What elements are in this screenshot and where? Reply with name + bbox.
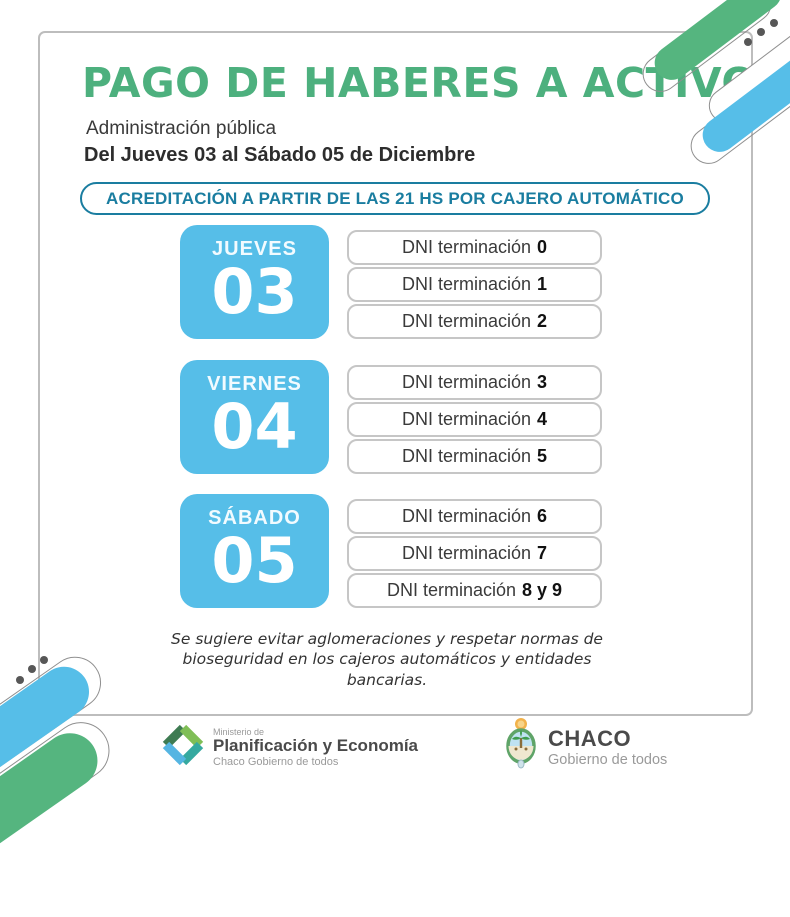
dni-row: DNI terminación 8 y 9: [347, 573, 602, 608]
province-name: CHACO: [548, 725, 632, 751]
chaco-coat-of-arms-icon: [504, 716, 538, 777]
dni-row: DNI terminación 1: [347, 267, 602, 302]
day-card: VIERNES 04: [180, 360, 329, 474]
dni-rows: DNI terminación 3 DNI terminación 4 DNI …: [347, 360, 602, 476]
day-name: JUEVES: [212, 238, 297, 260]
dni-row: DNI terminación 2: [347, 304, 602, 339]
dni-row-label: DNI terminación: [401, 543, 532, 563]
ministry-logo: Ministerio de Planificación y Economía C…: [162, 724, 418, 771]
biosecurity-note: Se sugiere evitar aglomeraciones y respe…: [171, 630, 603, 689]
dni-row: DNI terminación 7: [347, 536, 602, 571]
dni-row-value: 8 y 9: [522, 580, 563, 600]
day-number: 03: [211, 255, 298, 328]
ministry-text: Ministerio de Planificación y Economía C…: [213, 727, 418, 769]
dot-icon: [28, 665, 36, 673]
dot-icon: [770, 19, 778, 27]
dni-row-value: 4: [537, 409, 548, 429]
poster-title: PAGO DE HABERES A ACTIVOS: [82, 59, 787, 107]
dni-row-label: DNI terminación: [401, 274, 532, 294]
accreditation-banner: ACREDITACIÓN A PARTIR DE LAS 21 HS POR C…: [80, 182, 710, 215]
dot-icon: [744, 38, 752, 46]
dni-row-value: 3: [537, 372, 548, 392]
dni-rows: DNI terminación 6 DNI terminación 7 DNI …: [347, 494, 602, 610]
dot-icon: [40, 656, 48, 664]
day-name: VIERNES: [207, 373, 302, 395]
dni-row-label: DNI terminación: [401, 237, 532, 257]
schedule-group-sabado: SÁBADO 05 DNI terminación 6 DNI terminac…: [180, 494, 602, 610]
dni-row-value: 7: [537, 543, 548, 563]
dni-row-label: DNI terminación: [401, 311, 532, 331]
dni-row-value: 5: [537, 446, 548, 466]
dni-row-value: 0: [537, 237, 548, 257]
dni-row-label: DNI terminación: [386, 580, 516, 600]
dni-row: DNI terminación 0: [347, 230, 602, 265]
dni-row-value: 1: [537, 274, 548, 294]
poster-subtitle: Administración pública: [86, 118, 277, 139]
province-logo: CHACO Gobierno de todos: [504, 716, 667, 777]
dni-row: DNI terminación 4: [347, 402, 602, 437]
ministry-tagline: Chaco Gobierno de todos: [213, 756, 339, 769]
dni-row-label: DNI terminación: [401, 372, 532, 392]
day-number: 04: [211, 390, 298, 463]
dni-row: DNI terminación 6: [347, 499, 602, 534]
schedule-group-viernes: VIERNES 04 DNI terminación 3 DNI termina…: [180, 360, 602, 476]
ministry-diamond-icon: [162, 724, 204, 771]
day-card: SÁBADO 05: [180, 494, 329, 608]
day-number: 05: [211, 524, 298, 597]
schedule-group-jueves: JUEVES 03 DNI terminación 0 DNI terminac…: [180, 225, 602, 341]
dni-row: DNI terminación 5: [347, 439, 602, 474]
ministry-pretitle: Ministerio de: [213, 726, 265, 737]
dni-rows: DNI terminación 0 DNI terminación 1 DNI …: [347, 225, 602, 341]
province-text: CHACO Gobierno de todos: [548, 726, 667, 768]
day-card: JUEVES 03: [180, 225, 329, 339]
dni-row: DNI terminación 3: [347, 365, 602, 400]
dot-icon: [16, 676, 24, 684]
dni-row-label: DNI terminación: [401, 409, 532, 429]
ministry-name: Planificación y Economía: [213, 735, 419, 755]
poster-card: PAGO DE HABERES A ACTIVOS Administración…: [38, 31, 787, 716]
dni-row-value: 6: [537, 506, 548, 526]
dni-row-value: 2: [537, 311, 548, 331]
province-tagline: Gobierno de todos: [548, 751, 668, 768]
dot-icon: [757, 28, 765, 36]
poster-date-range: Del Jueves 03 al Sábado 05 de Diciembre: [84, 144, 476, 166]
day-name: SÁBADO: [208, 507, 301, 529]
dni-row-label: DNI terminación: [401, 446, 532, 466]
dni-row-label: DNI terminación: [401, 506, 532, 526]
